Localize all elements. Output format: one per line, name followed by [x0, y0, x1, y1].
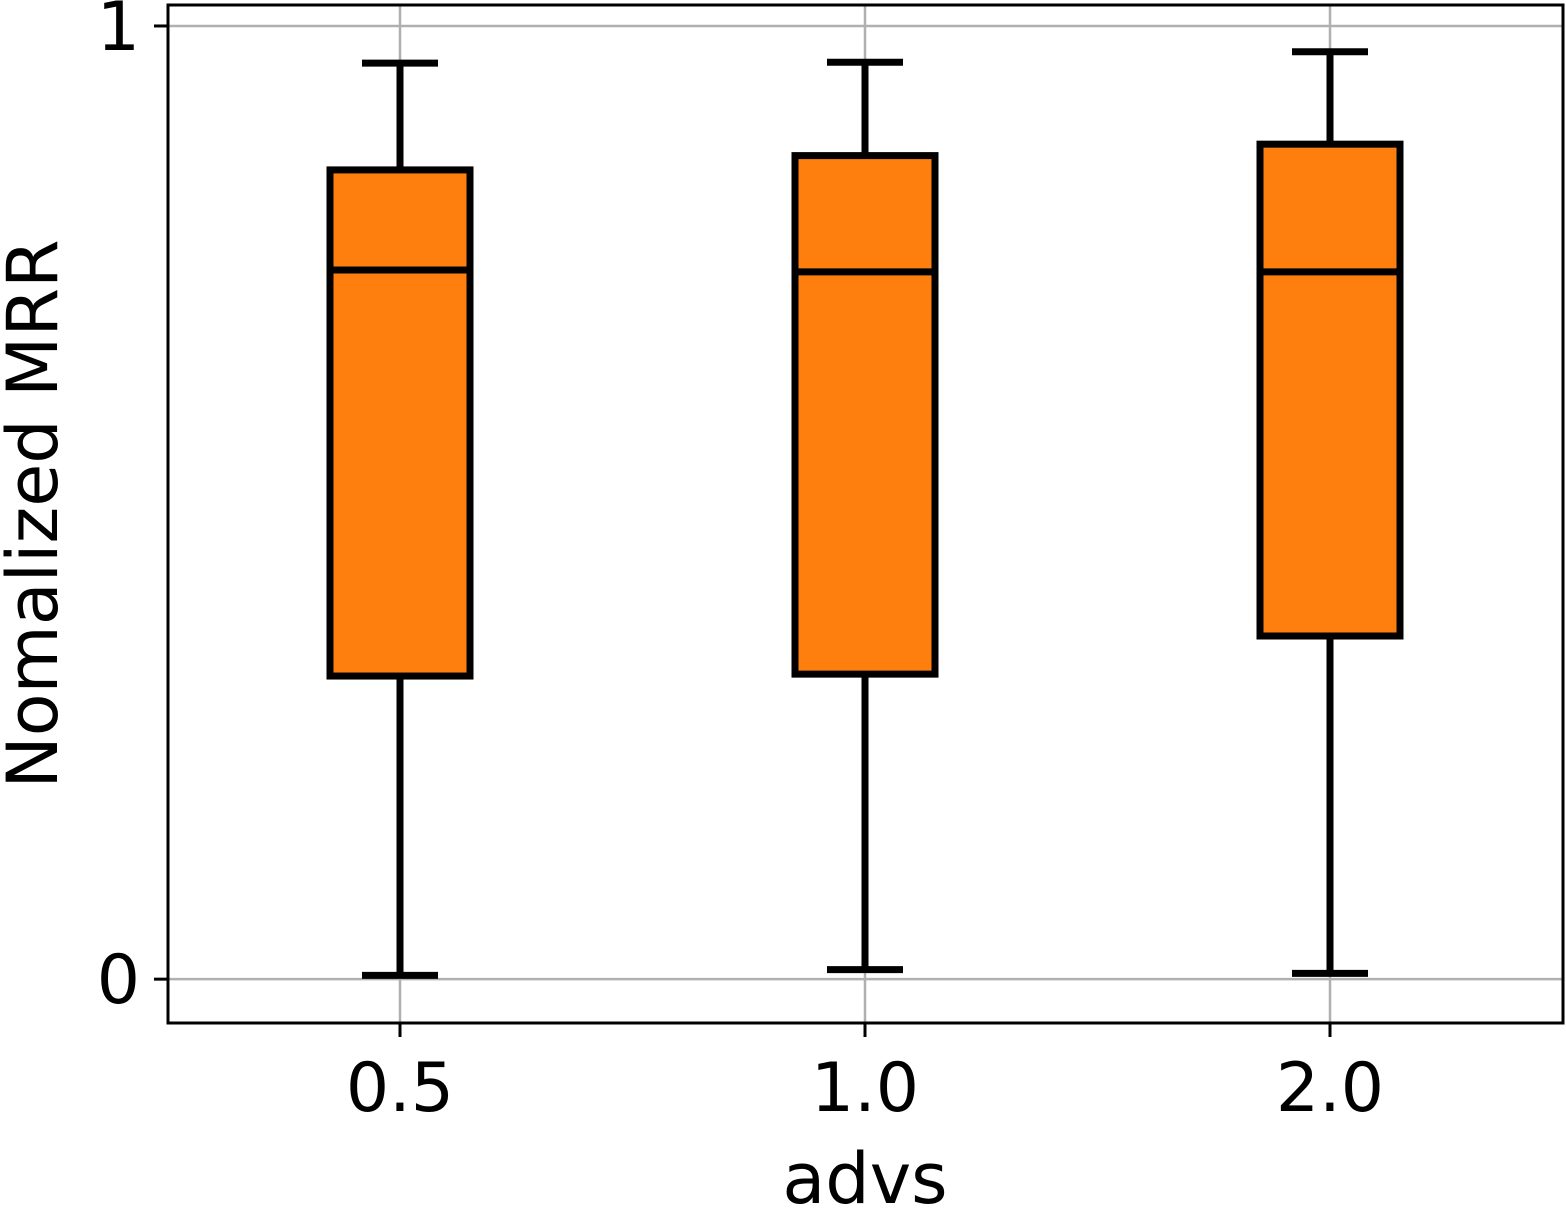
box-series — [326, 48, 1404, 979]
box-1.0 — [791, 58, 939, 974]
iqr-box — [791, 152, 939, 678]
box-0.5 — [326, 59, 474, 979]
x-tick-label: 1.0 — [811, 1049, 919, 1128]
iqr-box — [326, 166, 474, 680]
x-tick-label: 0.5 — [346, 1049, 454, 1128]
x-tick-label: 2.0 — [1276, 1049, 1384, 1128]
y-tick-label: 0 — [97, 941, 140, 1020]
x-axis-label: advs — [782, 1138, 947, 1209]
y-axis-label: Nomalized MRR — [0, 239, 74, 788]
axis-ticks: 0.5 1.0 2.0 0 1 — [97, 0, 1384, 1128]
y-tick-label: 1 — [97, 0, 140, 67]
iqr-box — [1256, 140, 1404, 640]
box-2.0 — [1256, 48, 1404, 977]
